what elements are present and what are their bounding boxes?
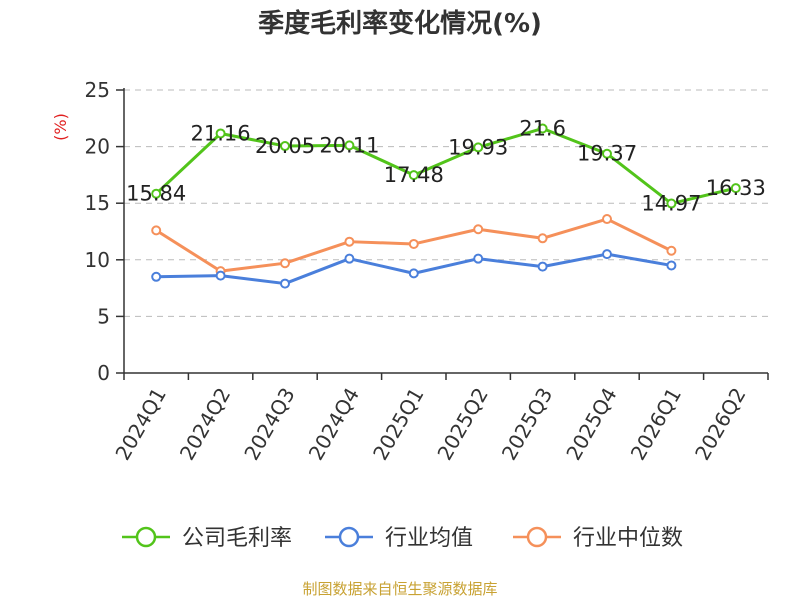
data-point [537, 123, 548, 134]
source-note: 制图数据来自恒生聚源数据库 [302, 580, 497, 598]
data-point [151, 225, 162, 236]
x-tick-label: 2026Q2 [690, 384, 750, 465]
data-point [473, 224, 484, 235]
y-tick-label: 15 [85, 191, 110, 215]
x-tick-label: 2025Q2 [432, 384, 492, 465]
data-point [666, 198, 677, 209]
data-point [602, 214, 612, 225]
y-tick-label: 5 [97, 304, 110, 328]
data-point [280, 258, 290, 269]
data-point [666, 245, 677, 256]
data-point [473, 142, 484, 153]
data-point [666, 260, 677, 271]
data-point [344, 140, 355, 151]
data-point [280, 141, 290, 152]
data-label: 14.97 [641, 192, 701, 216]
data-point [537, 233, 548, 244]
data-point [408, 170, 419, 181]
x-tick-label: 2025Q1 [368, 384, 428, 465]
legend-label: 公司毛利率 [182, 526, 292, 551]
grid-lines [124, 89, 768, 317]
data-point [730, 183, 741, 194]
data-point [602, 148, 612, 159]
x-tick-label: 2025Q3 [497, 384, 557, 465]
legend-swatch-marker [135, 526, 157, 548]
x-tick-label: 2025Q4 [561, 384, 621, 465]
y-tick-label: 10 [85, 248, 110, 272]
data-point [344, 236, 355, 247]
data-point [537, 261, 548, 272]
y-unit-label: (%) [51, 113, 70, 141]
legend-label: 行业均值 [385, 526, 473, 551]
data-label: 21.6 [519, 116, 566, 140]
data-point [602, 249, 612, 260]
data-point [408, 268, 419, 279]
x-tick-label: 2024Q1 [110, 384, 170, 465]
x-tick-label: 2024Q3 [239, 384, 299, 465]
x-tick-label: 2024Q2 [175, 384, 235, 465]
data-label: 20.05 [255, 134, 315, 158]
data-point [151, 188, 162, 199]
legend-label: 行业中位数 [573, 526, 683, 551]
data-point [408, 238, 419, 249]
data-point [473, 253, 484, 264]
data-point [344, 253, 355, 264]
data-label: 20.11 [319, 133, 379, 157]
y-tick-label: 20 [85, 135, 110, 159]
data-label: 16.33 [706, 176, 766, 200]
series-line [155, 126, 737, 206]
legend-swatch-marker [338, 526, 360, 548]
legend: 公司毛利率 行业均值 行业中位数 [122, 526, 683, 551]
data-label: 19.37 [577, 142, 637, 166]
series-layer [151, 123, 741, 289]
legend-swatch-marker [526, 526, 548, 548]
data-point [215, 128, 226, 139]
y-tick-label: 0 [97, 361, 110, 385]
chart-title: 季度毛利率变化情况(%) [258, 8, 542, 39]
data-point [151, 271, 162, 282]
data-label: 15.84 [126, 182, 186, 206]
data-point [215, 270, 226, 281]
data-label: 17.48 [384, 163, 444, 187]
x-tick-label: 2026Q1 [626, 384, 686, 465]
y-tick-label: 25 [85, 78, 110, 102]
data-label: 21.16 [191, 121, 251, 145]
x-tick-label: 2024Q4 [304, 384, 364, 465]
data-point [280, 278, 290, 289]
data-label: 19.93 [448, 135, 508, 159]
